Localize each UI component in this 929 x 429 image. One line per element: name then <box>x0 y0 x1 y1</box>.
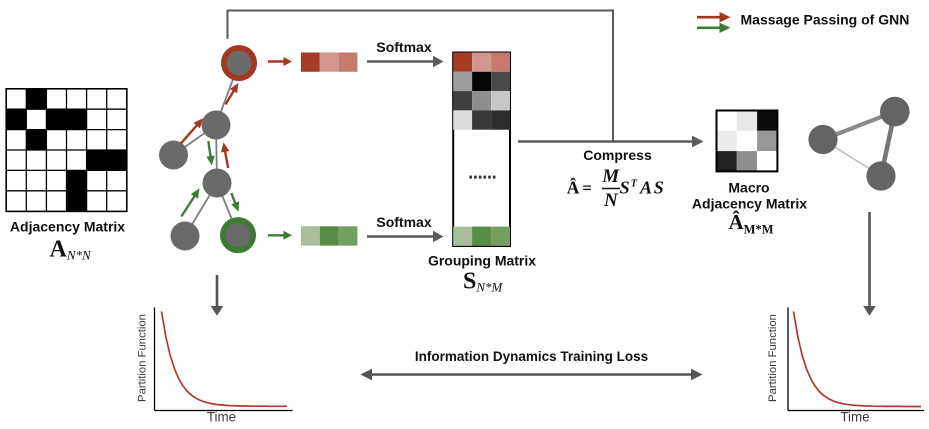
svg-text:Adjacency Matrix: Adjacency Matrix <box>692 196 807 212</box>
svg-text:M: M <box>601 166 620 187</box>
svg-text:Time: Time <box>840 410 869 425</box>
svg-text:S: S <box>654 178 664 198</box>
svg-text:Grouping Matrix: Grouping Matrix <box>428 252 536 268</box>
svg-text:S: S <box>620 178 630 198</box>
svg-text:Adjacency Matrix: Adjacency Matrix <box>10 219 125 235</box>
svg-text:AN*N: AN*N <box>50 237 93 263</box>
svg-text:Time: Time <box>207 410 236 425</box>
svg-text:=: = <box>582 179 592 198</box>
svg-text:Softmax: Softmax <box>376 214 431 230</box>
svg-text:Compress: Compress <box>583 147 652 163</box>
svg-text:Massage Passing of GNN: Massage Passing of GNN <box>741 11 910 27</box>
svg-text:Â: Â <box>567 178 580 198</box>
svg-text:Information Dynamics Training: Information Dynamics Training Loss <box>415 349 648 364</box>
svg-text:Partition Function: Partition Function <box>767 314 779 402</box>
svg-text:Partition Function: Partition Function <box>137 314 149 402</box>
svg-text:Macro: Macro <box>728 180 769 196</box>
svg-text:N: N <box>603 190 619 211</box>
svg-text:Softmax: Softmax <box>376 39 431 55</box>
svg-text:ÂM*M: ÂM*M <box>729 210 774 237</box>
svg-text:A: A <box>639 178 652 198</box>
svg-text:T: T <box>631 179 638 190</box>
svg-text:SN*M: SN*M <box>463 269 504 295</box>
